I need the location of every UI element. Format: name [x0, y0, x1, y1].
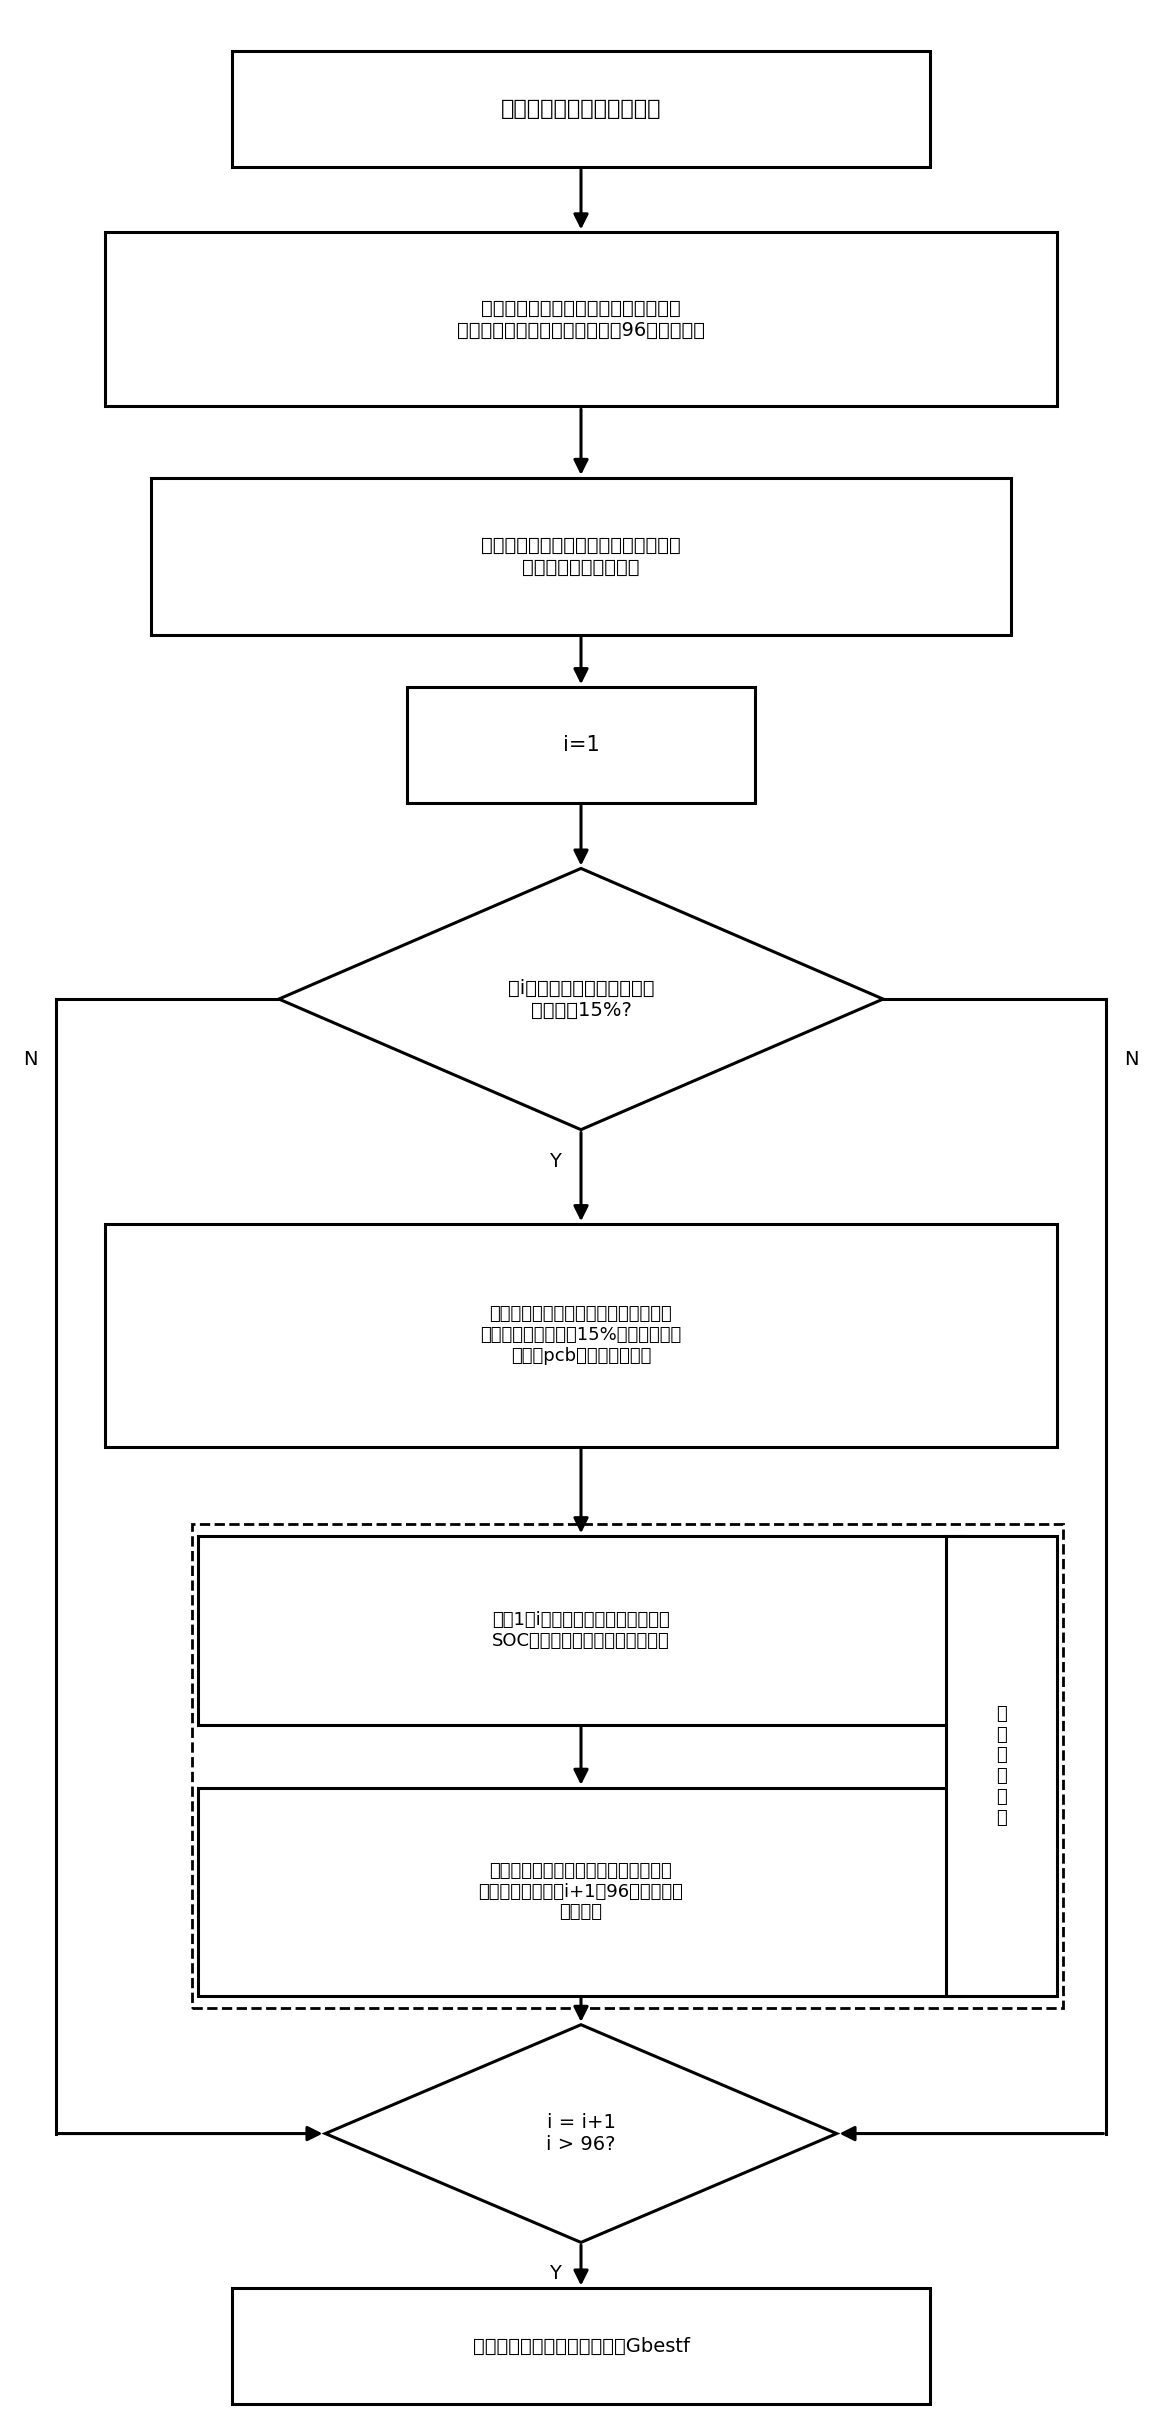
Text: Y: Y	[550, 2264, 561, 2284]
Text: 以第1至i个点为已知解集，生成基于
SOC值的概率模糊偏正粒子群种群: 以第1至i个点为已知解集，生成基于 SOC值的概率模糊偏正粒子群种群	[493, 1611, 669, 1650]
Text: N: N	[1125, 1050, 1139, 1069]
FancyBboxPatch shape	[232, 51, 930, 167]
Text: 以偏正后粒子群种群为初始粒子群，基
于粒子群算法求出i+1至96个点的经济
性最优解: 以偏正后粒子群种群为初始粒子群，基 于粒子群算法求出i+1至96个点的经济 性最…	[479, 1863, 683, 1921]
FancyBboxPatch shape	[105, 1224, 1057, 1447]
FancyBboxPatch shape	[407, 687, 755, 803]
Polygon shape	[325, 2025, 837, 2242]
Text: 基于粒子群算法的三相不平衡修正，保
证三相不平衡度小于15%的同时，使各
个储能pcb与原始值差距小: 基于粒子群算法的三相不平衡修正，保 证三相不平衡度小于15%的同时，使各 个储能…	[480, 1306, 682, 1364]
Polygon shape	[279, 868, 883, 1130]
Text: i=1: i=1	[562, 735, 600, 755]
Text: N: N	[23, 1050, 37, 1069]
FancyBboxPatch shape	[192, 1524, 1062, 2008]
FancyBboxPatch shape	[105, 232, 1057, 406]
FancyBboxPatch shape	[198, 1788, 964, 1996]
Text: 单三相多微网日前经济优化: 单三相多微网日前经济优化	[501, 99, 661, 119]
Text: i = i+1
i > 96?: i = i+1 i > 96?	[546, 2114, 616, 2153]
Text: 第i点三相联络线功率平衡度
是否大于15%?: 第i点三相联络线功率平衡度 是否大于15%?	[508, 980, 654, 1018]
Text: 各子微网按相序上传本微网联络线功率
值至区域型中央控制器: 各子微网按相序上传本微网联络线功率 值至区域型中央控制器	[481, 537, 681, 576]
FancyBboxPatch shape	[198, 1536, 964, 1725]
Text: 决策出各子微网储能出力解集Gbestf: 决策出各子微网储能出力解集Gbestf	[473, 2337, 689, 2356]
FancyBboxPatch shape	[232, 2288, 930, 2404]
Text: 基于源荷预测的单微网分布式经济优化
经粒子群算法得到各子微网单日96点储能出力: 基于源荷预测的单微网分布式经济优化 经粒子群算法得到各子微网单日96点储能出力	[457, 300, 705, 339]
Text: Y: Y	[550, 1151, 561, 1171]
Text: 概
率
模
糊
偏
正: 概 率 模 糊 偏 正	[996, 1705, 1007, 1826]
FancyBboxPatch shape	[946, 1536, 1057, 1996]
FancyBboxPatch shape	[151, 479, 1011, 634]
